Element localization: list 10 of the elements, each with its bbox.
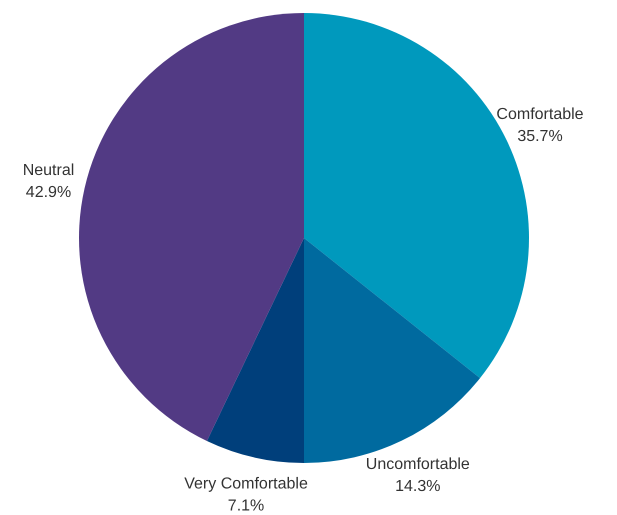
slice-label: Neutral [22,162,74,180]
data-label: 42.9% [26,184,72,202]
slice-label: Very Comfortable [184,476,308,493]
pie-slice [206,238,304,463]
slice-label: Comfortable [496,106,584,124]
data-label: 14.3% [395,478,440,496]
data-label: 7.1% [228,498,264,515]
slice-label: Uncomfortable [366,456,470,474]
data-label: 35.7% [517,128,563,146]
pie-slice [79,13,304,441]
